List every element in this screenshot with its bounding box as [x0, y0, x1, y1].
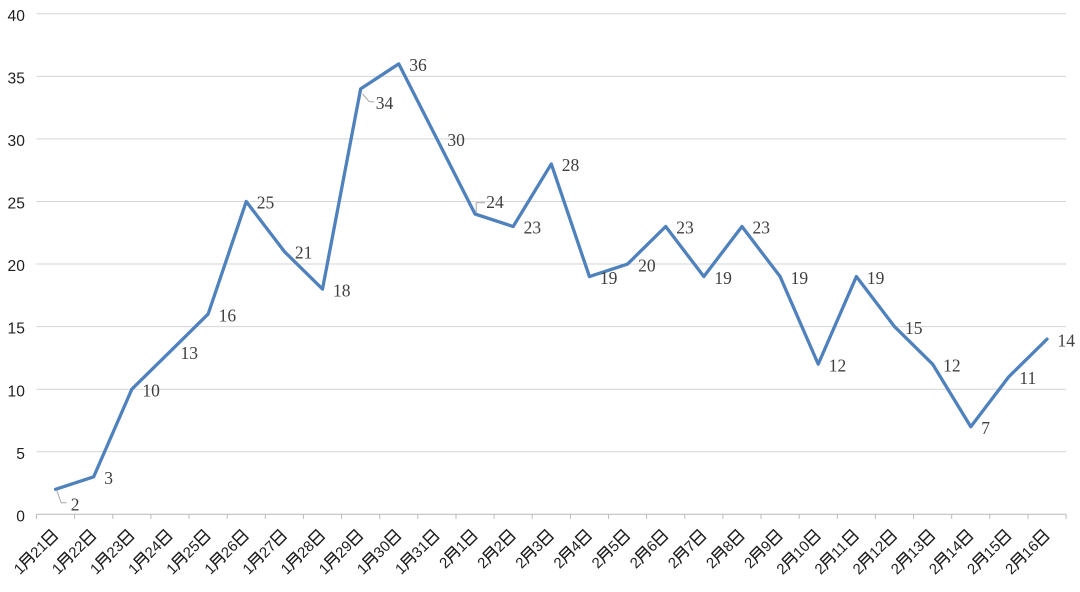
svg-text:24: 24 — [486, 192, 504, 212]
svg-text:34: 34 — [376, 93, 394, 113]
svg-text:15: 15 — [8, 321, 26, 338]
svg-text:23: 23 — [524, 218, 542, 238]
svg-text:5: 5 — [16, 446, 25, 463]
svg-text:30: 30 — [8, 133, 26, 150]
svg-text:19: 19 — [791, 268, 809, 288]
svg-text:21: 21 — [295, 243, 313, 263]
svg-text:20: 20 — [638, 255, 656, 275]
svg-text:19: 19 — [867, 268, 885, 288]
svg-text:3: 3 — [104, 468, 113, 488]
svg-text:12: 12 — [829, 355, 847, 375]
svg-text:40: 40 — [8, 8, 26, 25]
svg-text:15: 15 — [905, 318, 923, 338]
svg-text:10: 10 — [142, 380, 160, 400]
svg-text:2: 2 — [71, 495, 80, 515]
svg-text:19: 19 — [600, 268, 618, 288]
svg-text:23: 23 — [676, 218, 694, 238]
svg-text:36: 36 — [409, 55, 427, 75]
svg-text:7: 7 — [981, 418, 990, 438]
svg-text:25: 25 — [8, 196, 26, 213]
svg-text:10: 10 — [8, 383, 26, 400]
svg-text:18: 18 — [333, 280, 351, 300]
svg-text:19: 19 — [714, 268, 732, 288]
svg-text:28: 28 — [562, 155, 580, 175]
svg-text:12: 12 — [943, 355, 961, 375]
svg-text:25: 25 — [257, 193, 275, 213]
svg-text:14: 14 — [1058, 330, 1076, 350]
svg-text:16: 16 — [219, 305, 237, 325]
svg-text:11: 11 — [1019, 368, 1036, 388]
svg-text:35: 35 — [8, 71, 26, 88]
svg-text:23: 23 — [752, 218, 770, 238]
svg-text:0: 0 — [16, 508, 25, 525]
svg-text:20: 20 — [8, 258, 26, 275]
svg-text:30: 30 — [447, 130, 465, 150]
svg-text:13: 13 — [180, 343, 198, 363]
